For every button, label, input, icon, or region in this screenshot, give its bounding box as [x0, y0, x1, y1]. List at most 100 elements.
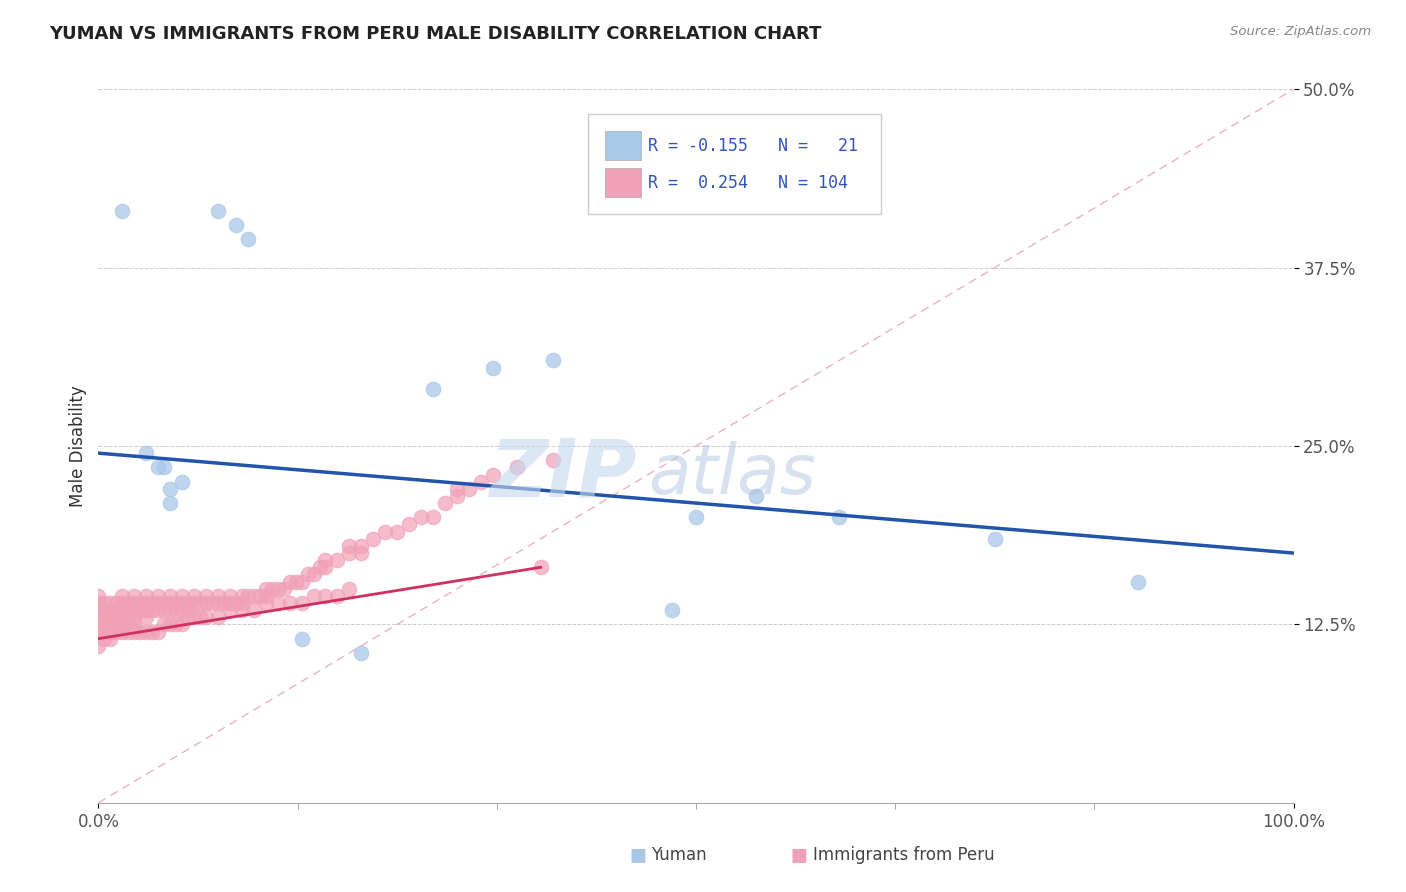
Point	[153, 617, 176, 632]
Point	[350, 646, 373, 660]
Point	[207, 610, 229, 624]
Point	[117, 596, 139, 610]
Text: R = -0.155   N =   21: R = -0.155 N = 21	[648, 136, 858, 154]
Point	[135, 603, 157, 617]
Text: Immigrants from Peru: Immigrants from Peru	[813, 846, 994, 863]
Point	[267, 582, 290, 596]
Point	[267, 596, 290, 610]
Point	[124, 603, 146, 617]
Point	[219, 589, 242, 603]
Point	[93, 617, 115, 632]
Y-axis label: Male Disability: Male Disability	[69, 385, 87, 507]
Point	[231, 603, 253, 617]
Point	[105, 624, 128, 639]
Point	[148, 603, 170, 617]
Point	[117, 603, 139, 617]
Point	[308, 560, 330, 574]
Point	[172, 617, 194, 632]
Point	[350, 546, 373, 560]
Point	[411, 510, 433, 524]
Point	[98, 624, 122, 639]
Point	[302, 567, 325, 582]
Point	[98, 596, 122, 610]
Point	[260, 582, 283, 596]
Point	[541, 453, 564, 467]
Point	[422, 382, 444, 396]
Text: YUMAN VS IMMIGRANTS FROM PERU MALE DISABILITY CORRELATION CHART: YUMAN VS IMMIGRANTS FROM PERU MALE DISAB…	[49, 25, 821, 43]
Point	[111, 624, 134, 639]
Point	[183, 589, 205, 603]
Point	[148, 589, 170, 603]
Point	[315, 553, 337, 567]
Point	[129, 624, 152, 639]
Point	[141, 596, 163, 610]
Point	[828, 510, 851, 524]
Point	[219, 603, 242, 617]
Point	[117, 610, 139, 624]
Point	[98, 617, 122, 632]
Point	[124, 610, 146, 624]
Point	[541, 353, 564, 368]
Point	[291, 596, 314, 610]
Point	[339, 539, 361, 553]
Point	[685, 510, 707, 524]
Point	[350, 539, 373, 553]
Point	[231, 589, 253, 603]
Point	[339, 582, 361, 596]
Point	[98, 603, 122, 617]
Point	[326, 553, 349, 567]
Point	[87, 589, 110, 603]
Point	[135, 589, 157, 603]
Point	[745, 489, 768, 503]
Text: R =  0.254   N = 104: R = 0.254 N = 104	[648, 174, 848, 192]
Point	[124, 624, 146, 639]
Text: Yuman: Yuman	[651, 846, 707, 863]
Point	[506, 460, 529, 475]
Point	[398, 517, 420, 532]
Point	[117, 624, 139, 639]
Point	[291, 632, 314, 646]
Point	[385, 524, 409, 539]
Point	[111, 617, 134, 632]
Point	[159, 596, 181, 610]
Point	[249, 589, 271, 603]
Point	[326, 589, 349, 603]
FancyBboxPatch shape	[589, 114, 882, 214]
Point	[93, 632, 115, 646]
Text: ▪: ▪	[790, 840, 808, 869]
Point	[661, 603, 683, 617]
Point	[236, 589, 259, 603]
Point	[183, 610, 205, 624]
Point	[87, 603, 110, 617]
Point	[254, 589, 277, 603]
Point	[243, 589, 266, 603]
Point	[159, 617, 181, 632]
Point	[188, 610, 211, 624]
Point	[177, 596, 200, 610]
Point	[984, 532, 1007, 546]
Point	[183, 596, 205, 610]
Point	[225, 596, 247, 610]
Point	[363, 532, 385, 546]
Point	[159, 496, 181, 510]
Point	[207, 203, 229, 218]
Point	[93, 610, 115, 624]
Point	[153, 603, 176, 617]
Point	[141, 624, 163, 639]
Point	[1128, 574, 1150, 589]
Point	[87, 639, 110, 653]
Point	[278, 574, 301, 589]
Point	[207, 596, 229, 610]
Point	[302, 589, 325, 603]
FancyBboxPatch shape	[605, 131, 641, 160]
Point	[148, 596, 170, 610]
Point	[481, 360, 505, 375]
Point	[195, 610, 218, 624]
FancyBboxPatch shape	[605, 169, 641, 197]
Point	[111, 596, 134, 610]
Point	[177, 610, 200, 624]
Point	[177, 603, 200, 617]
Point	[291, 574, 314, 589]
Point	[284, 574, 307, 589]
Point	[172, 603, 194, 617]
